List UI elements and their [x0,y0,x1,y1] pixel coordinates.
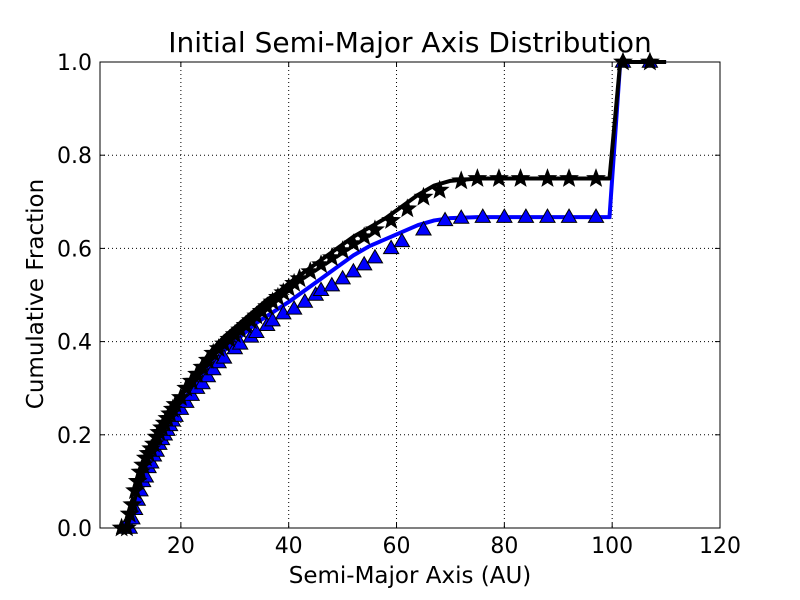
star-marker [613,51,633,71]
x-axis-label: Semi-Major Axis (AU) [289,563,532,589]
y-tick-label: 0.6 [57,237,92,262]
star-marker [586,168,606,187]
x-tick-label: 120 [699,534,741,559]
series-1 [111,51,667,537]
triangle-marker [517,208,535,223]
triangle-marker [587,208,605,223]
x-tick-label: 60 [383,534,411,559]
triangle-marker [366,248,384,264]
triangle-marker [452,209,470,224]
series-layer [111,51,667,537]
triangle-marker [474,208,492,223]
x-tick-label: 100 [591,534,633,559]
star-marker [537,168,558,187]
ticks: 20 40 60 80 100 120 0.0 0.2 0.4 0.6 0.8 1.0 [57,51,741,559]
x-tick-label: 80 [490,534,518,559]
triangle-marker [539,208,556,223]
y-tick-label: 0.0 [57,517,92,542]
triangle-marker [560,208,578,223]
plot-frame [99,61,721,529]
grid [100,61,721,529]
star-marker [117,517,137,537]
triangle-marker [495,208,513,223]
star-marker [429,179,450,199]
star-marker [413,186,434,206]
series-line [124,60,667,530]
star-marker [170,387,191,406]
y-tick-label: 0.2 [57,424,92,449]
triangle-marker [415,220,432,236]
triangle-marker [436,211,454,227]
triangle-marker [393,232,411,248]
star-marker [381,210,402,229]
series-line [121,60,667,530]
star-marker [365,219,385,239]
star-marker [397,198,418,218]
star-marker [467,168,488,187]
star-marker [510,168,531,187]
series-0 [115,52,667,534]
y-axis-label: Cumulative Fraction [23,179,49,409]
x-tick-label: 40 [275,534,303,559]
star-marker [451,170,472,190]
chart-title: Initial Semi-Major Axis Distribution [168,26,652,59]
star-marker [122,494,143,514]
y-tick-label: 0.4 [57,331,92,356]
star-marker [559,168,579,187]
x-tick-label: 20 [167,534,195,559]
y-tick-label: 1.0 [57,51,92,76]
y-tick-label: 0.8 [57,144,92,169]
star-marker [639,51,660,71]
star-marker [489,168,509,187]
